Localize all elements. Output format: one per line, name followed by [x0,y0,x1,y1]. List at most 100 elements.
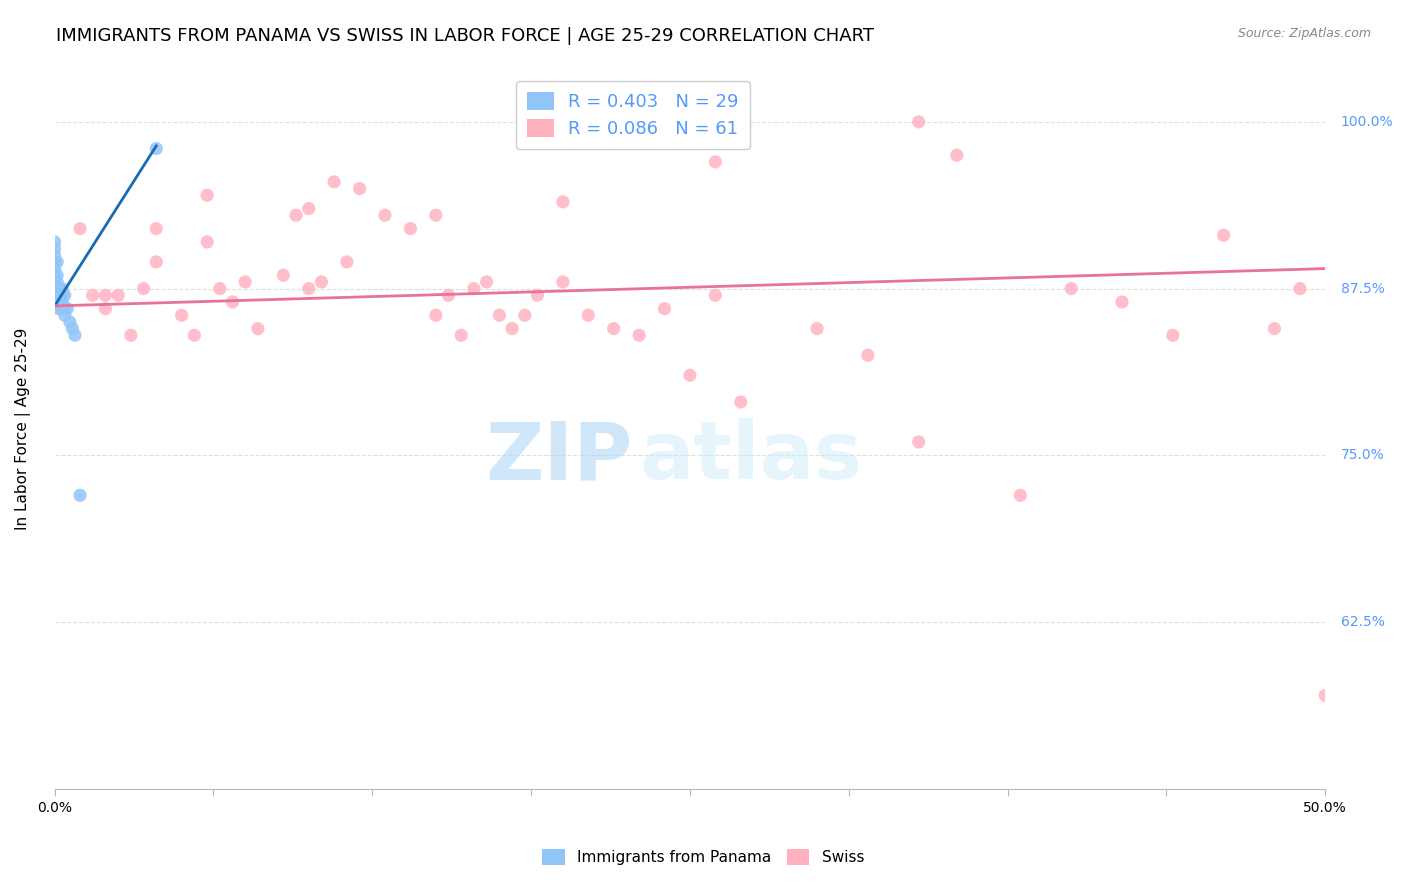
Point [107,288,129,302]
Point [806,321,828,335]
Point [48,288,70,302]
Text: atlas: atlas [640,418,862,497]
Point [907,115,929,129]
Point [425,208,447,222]
Point [374,208,396,222]
Point [475,275,498,289]
Point [425,308,447,322]
Text: 62.5%: 62.5% [1340,615,1385,629]
Point [298,282,321,296]
Text: 75.0%: 75.0% [1340,449,1385,462]
Point [51,282,73,296]
Point [51,301,73,316]
Point [44,282,66,296]
Point [46,268,69,283]
Point [51,288,73,302]
Point [48,282,70,296]
Legend: R = 0.403   N = 29, R = 0.086   N = 61: R = 0.403 N = 29, R = 0.086 N = 61 [516,81,749,149]
Point [1212,228,1234,243]
Point [44,255,66,269]
Point [53,301,76,316]
Point [44,261,66,276]
Point [488,308,510,322]
Point [1263,321,1285,335]
Point [399,221,422,235]
Legend: Immigrants from Panama, Swiss: Immigrants from Panama, Swiss [536,843,870,871]
Point [48,301,70,316]
Point [145,255,167,269]
Point [132,282,155,296]
Text: 100.0%: 100.0% [1340,115,1393,128]
Point [336,255,359,269]
Point [323,175,346,189]
Point [94,288,117,302]
Point [69,221,91,235]
Point [60,321,83,335]
Point [1111,294,1133,309]
Point [44,275,66,289]
Point [195,235,218,249]
Point [44,242,66,256]
Text: Source: ZipAtlas.com: Source: ZipAtlas.com [1237,27,1371,40]
Point [1010,488,1032,502]
Point [349,181,371,195]
Point [501,321,523,335]
Point [208,282,231,296]
Point [44,235,66,249]
Point [298,202,321,216]
Point [1315,689,1337,703]
Point [63,328,86,343]
Point [94,301,117,316]
Text: ZIP: ZIP [485,418,633,497]
Point [59,315,82,329]
Point [730,395,752,409]
Point [53,308,76,322]
Point [56,301,79,316]
Text: IMMIGRANTS FROM PANAMA VS SWISS IN LABOR FORCE | AGE 25-29 CORRELATION CHART: IMMIGRANTS FROM PANAMA VS SWISS IN LABOR… [56,27,875,45]
Point [44,268,66,283]
Point [44,248,66,262]
Point [170,308,193,322]
Point [628,328,651,343]
Point [463,282,485,296]
Point [285,208,308,222]
Point [82,288,104,302]
Point [53,288,76,302]
Point [145,221,167,235]
Point [246,321,269,335]
Point [526,288,548,302]
Point [221,294,243,309]
Point [145,142,167,156]
Point [704,154,727,169]
Point [679,368,702,383]
Point [654,301,676,316]
Point [51,294,73,309]
Point [602,321,624,335]
Point [907,434,929,449]
Point [551,194,574,209]
Point [1161,328,1184,343]
Point [704,288,727,302]
Point [120,328,142,343]
Point [946,148,969,162]
Point [69,488,91,502]
Point [46,282,69,296]
Point [233,275,256,289]
Y-axis label: In Labor Force | Age 25-29: In Labor Force | Age 25-29 [15,327,31,530]
Point [856,348,879,362]
Point [46,275,69,289]
Point [576,308,599,322]
Point [551,275,574,289]
Point [44,301,66,316]
Point [273,268,295,283]
Point [1289,282,1312,296]
Point [311,275,333,289]
Point [1060,282,1083,296]
Point [183,328,205,343]
Point [46,288,69,302]
Point [46,255,69,269]
Point [195,188,218,202]
Point [450,328,472,343]
Point [437,288,460,302]
Point [513,308,536,322]
